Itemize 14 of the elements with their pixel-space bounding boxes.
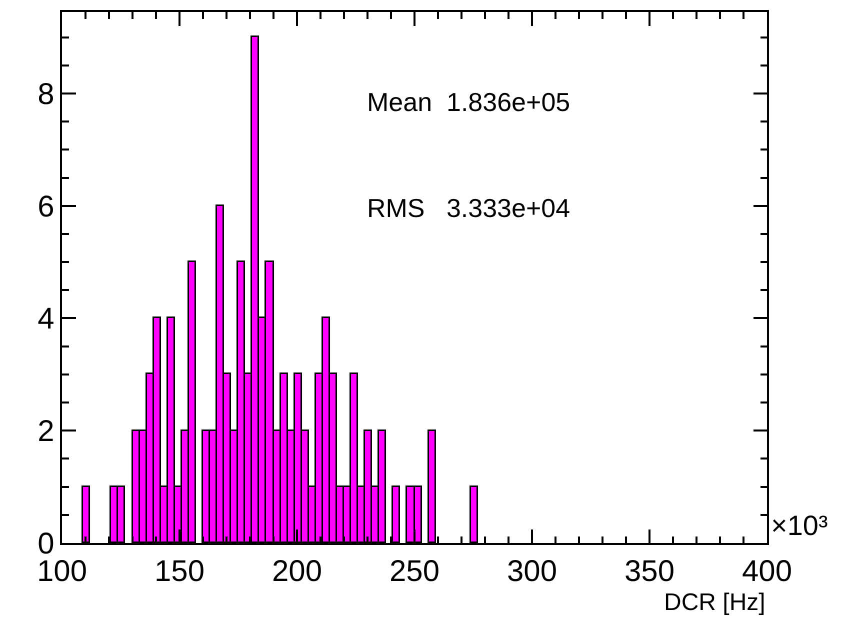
x-tick-label: 350 xyxy=(624,554,675,588)
y-tick-label: 6 xyxy=(38,190,54,224)
x-axis-title: DCR [Hz] xyxy=(664,589,766,616)
text: ×10³ xyxy=(771,510,828,541)
x-tick-label: 300 xyxy=(506,554,558,588)
y-tick-label: 8 xyxy=(38,78,54,111)
x-tick-label: 400 xyxy=(742,554,792,588)
y-tick-label: 4 xyxy=(38,302,54,336)
x-tick-label: 150 xyxy=(154,554,205,588)
annotation: RMS 3.333e+04 xyxy=(367,193,570,223)
x-tick-label: 250 xyxy=(389,554,440,588)
y-tick-label: 2 xyxy=(38,415,54,448)
annotation: Mean 1.836e+05 xyxy=(367,87,570,117)
x-tick-label: 200 xyxy=(272,554,322,588)
